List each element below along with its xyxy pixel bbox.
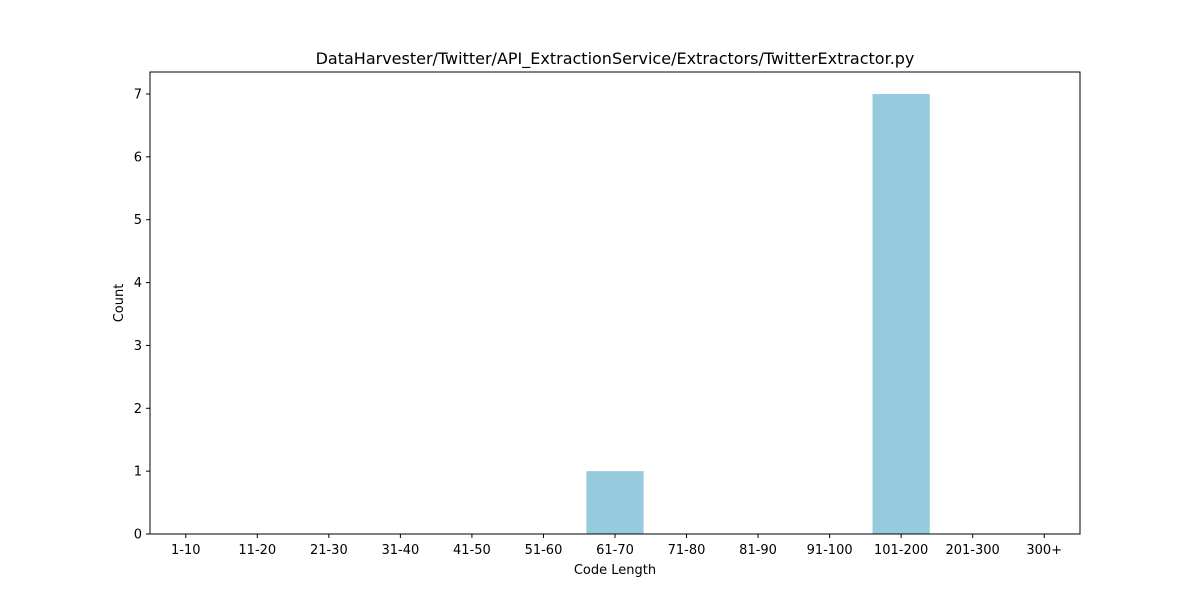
x-tick-label: 11-20 [238, 543, 276, 558]
bar-61-70 [586, 471, 644, 534]
x-tick-label: 91-100 [807, 543, 853, 558]
y-axis-label: Count [112, 284, 127, 323]
x-tick-label: 31-40 [381, 543, 419, 558]
y-tick-label: 5 [134, 213, 142, 228]
x-tick-label: 51-60 [525, 543, 563, 558]
x-axis: 1-10 11-20 21-30 31-40 41-50 51-60 61-70 71-80 8… [171, 534, 1062, 558]
bar-101-200 [872, 94, 930, 534]
chart-title: DataHarvester/Twitter/API_ExtractionServ… [316, 49, 915, 69]
y-axis: 0 1 2 3 4 5 6 7 [134, 88, 150, 543]
y-tick-label: 4 [134, 276, 142, 291]
bars [586, 94, 930, 534]
x-tick-label: 1-10 [171, 543, 201, 558]
x-tick-label: 81-90 [739, 543, 777, 558]
x-tick-label: 300+ [1026, 543, 1062, 558]
x-axis-label: Code Length [574, 563, 656, 578]
y-tick-label: 7 [134, 88, 142, 103]
y-tick-label: 3 [134, 339, 142, 354]
x-tick-label: 21-30 [310, 543, 348, 558]
x-tick-label: 201-300 [946, 543, 1000, 558]
y-tick-label: 6 [134, 150, 142, 165]
x-tick-label: 71-80 [668, 543, 706, 558]
x-tick-label: 101-200 [874, 543, 928, 558]
y-tick-label: 0 [134, 528, 142, 543]
y-tick-label: 2 [134, 402, 142, 417]
x-tick-label: 41-50 [453, 543, 491, 558]
x-tick-label: 61-70 [596, 543, 634, 558]
y-tick-label: 1 [134, 465, 142, 480]
